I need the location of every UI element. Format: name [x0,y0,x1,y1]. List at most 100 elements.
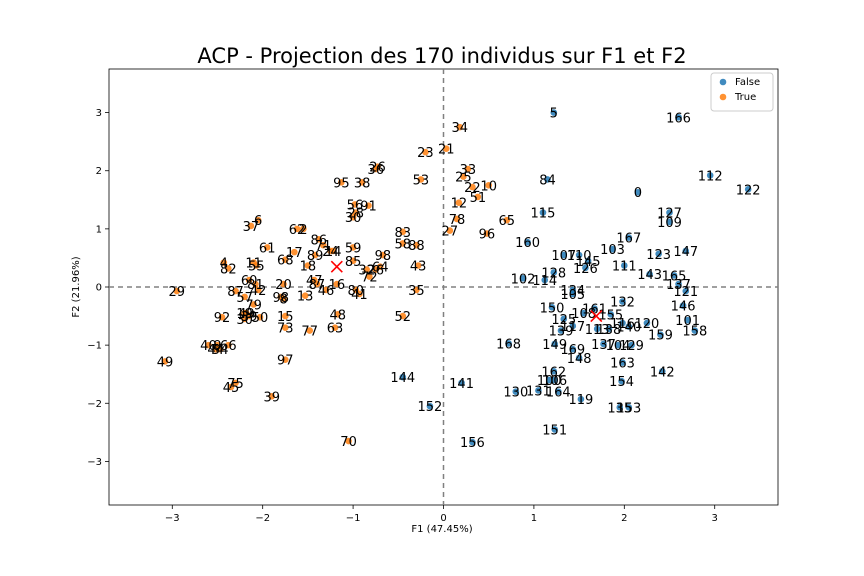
point-label: 29 [169,285,186,300]
scatter-point [254,286,262,294]
point-label: 166 [666,111,691,126]
scatter-point [349,257,357,265]
point-label: 87 [227,285,244,300]
point-label: 22 [464,181,481,196]
point-label: 2 [299,223,307,238]
legend-label: True [734,92,756,103]
point-label: 4 [220,257,228,272]
scatter-point [456,123,464,131]
point-label: 73 [277,322,294,337]
scatter-point [684,316,691,324]
scatter-point [485,181,493,189]
scatter-point [256,313,264,321]
point-label: 116 [610,317,635,332]
scatter-point [618,377,625,385]
y-axis-label: F2 (21.96%) [71,256,82,317]
scatter-point [366,273,373,280]
x-tick-label: −2 [255,513,270,524]
point-label: 36 [367,163,384,178]
scatter-point [442,145,450,152]
point-label: 38 [354,176,371,191]
scatter-point [628,341,635,349]
scatter-point [311,251,319,259]
scatter-point [399,373,407,381]
scatter-point [666,209,673,216]
chart-title: ACP - Projection des 170 individus sur F… [197,44,686,68]
scatter-point [399,312,407,320]
centroids-layer [330,260,603,323]
scatter-point [220,259,228,266]
scatter-point [212,345,219,353]
scatter-point [263,244,271,251]
point-label: 27 [442,225,459,240]
scatter-point [706,172,714,179]
point-label: 23 [417,146,434,161]
scatter-point [268,392,276,400]
scatter-point [422,148,429,156]
scatter-point [614,341,622,349]
point-label: 125 [551,313,576,328]
point-label: 86 [310,233,327,248]
scatter-point [345,437,352,445]
scatter-point [291,248,298,256]
point-label: 65 [499,214,516,229]
point-label: 167 [616,232,641,247]
point-label: 39 [241,310,258,325]
point-label: 145 [576,255,601,270]
point-label: 21 [438,143,455,158]
point-label: 120 [634,317,659,332]
point-label: 12 [451,197,468,212]
point-label: 45 [223,381,240,396]
point-label: 32 [358,264,375,279]
scatter-point [331,324,339,331]
scatter-point [173,287,181,295]
point-label: 63 [327,322,344,337]
scatter-point [605,325,613,333]
scatter-point [575,251,583,259]
point-label: 103 [600,243,625,258]
scatter-point [569,322,577,330]
point-label: 164 [546,386,571,401]
scatter-point [304,262,312,269]
scatter-point [625,234,633,241]
point-label: 115 [531,207,556,222]
point-label: 87 [309,278,326,293]
scatter-point [569,290,577,298]
scatter-point [575,354,583,362]
point-label: 30 [236,313,253,328]
point-label: 81 [247,278,264,293]
y-tick-label: −1 [87,341,102,352]
point-label: 100 [537,374,562,389]
point-label: 154 [609,375,634,390]
point-label: 47 [306,274,323,289]
scatter-point [634,188,642,196]
scatter-point [616,404,624,411]
point-label: 43 [410,259,427,274]
scatter-point [682,287,690,295]
point-label: 51 [470,191,487,206]
scatter-point [666,218,673,226]
point-label: 123 [646,248,671,263]
point-label: 88 [408,239,425,254]
scatter-point [593,325,601,333]
scatter-point [541,276,549,284]
point-label: 17 [286,246,303,261]
scatter-point [358,179,366,186]
point-label: 111 [612,259,637,274]
point-label: 97 [277,354,294,369]
point-label: 98 [375,249,392,264]
scatter-point [545,376,553,384]
point-label: 14 [325,245,342,260]
point-label: 44 [207,343,224,358]
point-label: 121 [673,285,698,300]
scatter-point [413,286,420,294]
point-label: 105 [560,288,585,303]
scatter-point [232,379,239,387]
point-label: 48 [329,308,346,323]
point-label: 49 [238,307,255,322]
point-label: 110 [567,249,592,264]
point-label: 169 [560,343,585,358]
point-label: 130 [503,386,528,401]
